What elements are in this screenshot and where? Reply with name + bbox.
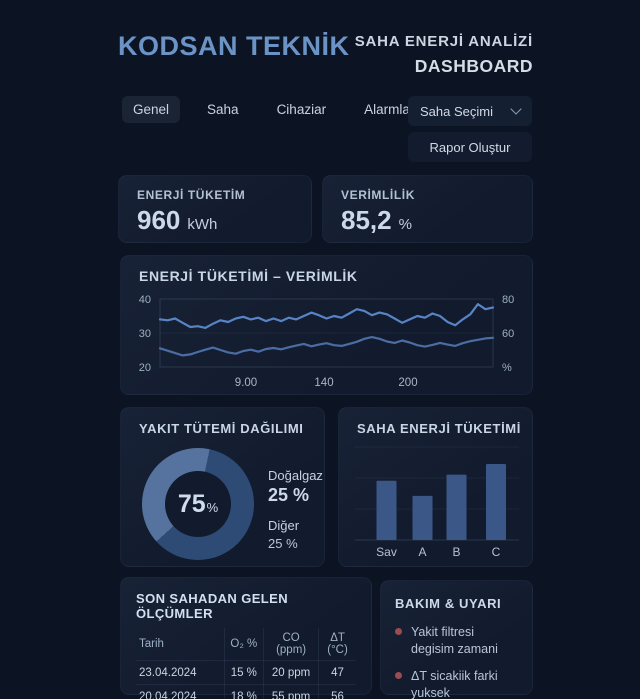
cell-date: 23.04.2024	[136, 660, 225, 685]
energy-line-chart: ENERJİ TÜKETİMİ – VERİMLİK 40 30 20 80 6…	[120, 255, 533, 395]
kpi-value: 960	[137, 205, 181, 235]
cell-dt: 47	[318, 660, 356, 685]
kpi-unit: kWh	[187, 216, 218, 233]
donut-center-unit: %	[206, 500, 219, 515]
header-tarih: Tarih	[136, 628, 225, 661]
measurements-table: Tarih O₂ % CO (ppm) ΔT (°C) 23.04.2024 1…	[136, 628, 356, 699]
fuel-distribution-panel: YAKIT TÜTEMİ DAĞILIMI 75 % Doğalgaz 25 %…	[120, 407, 325, 567]
cell-o2: 15 %	[224, 660, 265, 685]
create-report-button[interactable]: Rapor Oluştur	[408, 132, 532, 162]
cell-date: 20.04.2024	[136, 684, 225, 699]
table-header-row: Tarih O₂ % CO (ppm) ΔT (°C)	[136, 628, 356, 661]
cell-o2: 18 %	[224, 684, 265, 699]
right-tick-pct: %	[502, 362, 512, 374]
tab-genel[interactable]: Genel	[122, 96, 181, 123]
legend-diger-label: Diğer	[268, 518, 300, 533]
measurements-panel: SON SAHADAN GELEN ÖLÇÜMLER Tarih O₂ % CO…	[120, 577, 372, 699]
maintenance-item-text: ΔT sicakiik farki yuksek	[411, 669, 498, 699]
cell-dt: 56	[318, 684, 356, 699]
kpi-label: ENERJİ TÜKETİM	[137, 188, 246, 202]
header-dt: ΔT (°C)	[318, 628, 356, 661]
maintenance-panel: BAKIM & UYARI Yakit filtresi degisim zam…	[380, 580, 533, 699]
cell-co: 55 ppm	[263, 684, 320, 699]
header-co: CO (ppm)	[263, 628, 320, 661]
legend-diger-value: 25 %	[268, 536, 298, 551]
create-report-label: Rapor Oluştur	[429, 139, 511, 155]
fuel-donut: 75 %	[142, 448, 254, 560]
donut-center: 75 %	[165, 471, 231, 537]
left-tick-20: 20	[139, 362, 151, 374]
x-tick-2: 140	[314, 377, 333, 389]
table-row: 20.04.2024 18 % 55 ppm 56	[136, 684, 356, 699]
page-title-line2: DASHBOARD	[414, 56, 533, 76]
x-tick-1: 9.00	[235, 377, 257, 389]
header-o2: O₂ %	[224, 628, 265, 661]
svg-text:B: B	[452, 545, 460, 559]
kpi-value: 85,2	[341, 205, 392, 235]
svg-text:Sav: Sav	[376, 545, 397, 559]
chevron-down-icon	[510, 103, 522, 115]
site-select-label: Saha Seçimi	[420, 103, 493, 119]
tab-cihaziar[interactable]: Cihaziar	[276, 102, 327, 117]
svg-text:C: C	[492, 545, 501, 559]
brand-title: KODSAN TEKNİK	[118, 31, 350, 61]
x-tick-3: 200	[398, 377, 417, 389]
list-item: ΔT sicakiik farki yuksek	[395, 668, 518, 699]
donut-legend: Doğalgaz 25 % Diğer 25 %	[268, 468, 323, 551]
maintenance-item-text: Yakit filtresi degisim zamani	[411, 625, 498, 656]
legend-dogalgaz-label: Doğalgaz	[268, 468, 323, 483]
tab-saha[interactable]: Saha	[207, 102, 239, 117]
maintenance-title: BAKIM & UYARI	[395, 596, 502, 611]
right-tick-80: 80	[502, 294, 514, 306]
page-title-line1: SAHA ENERJİ ANALİZİ	[354, 33, 533, 50]
cell-co: 20 ppm	[263, 660, 320, 685]
table-row: 23.04.2024 15 % 20 ppm 47	[136, 660, 356, 685]
site-bar-chart: SAHA ENERJİ TÜKETİMİ Sav A B C	[338, 407, 533, 567]
site-select-dropdown[interactable]: Saha Seçimi	[408, 96, 532, 126]
right-tick-60: 60	[502, 328, 514, 340]
donut-chart-title: YAKIT TÜTEMİ DAĞILIMI	[139, 421, 304, 436]
nav-tabs: Genel Saha Cihaziar Alarmlar	[122, 96, 425, 123]
tab-alarmlar[interactable]: Alarmlar	[364, 102, 415, 117]
left-tick-30: 30	[139, 328, 151, 340]
alert-dot-icon	[395, 672, 402, 679]
list-item: Yakit filtresi degisim zamani	[395, 624, 518, 657]
kpi-unit: %	[398, 216, 412, 233]
svg-text:A: A	[418, 545, 426, 559]
table-title: SON SAHADAN GELEN ÖLÇÜMLER	[136, 591, 288, 621]
bar-chart-canvas: Sav A B C	[355, 446, 519, 559]
alert-dot-icon	[395, 628, 402, 635]
line-chart-canvas: 40 30 20 80 60 % 9.00 140 200	[139, 294, 515, 389]
left-tick-40: 40	[139, 294, 151, 306]
page-title: SAHA ENERJİ ANALİZİ DASHBOARD	[355, 33, 533, 77]
legend-dogalgaz-value: 25 %	[268, 485, 310, 505]
kpi-energy-consumption: ENERJİ TÜKETİM 960 kWh	[118, 175, 312, 243]
line-chart-title: ENERJİ TÜKETİMİ – VERİMLİK	[139, 268, 358, 284]
kpi-efficiency: VERİMLİLİK 85,2 %	[322, 175, 533, 243]
bar-chart-title: SAHA ENERJİ TÜKETİMİ	[357, 421, 521, 436]
donut-center-value: 75	[177, 489, 206, 518]
kpi-label: VERİMLİLİK	[341, 188, 415, 202]
